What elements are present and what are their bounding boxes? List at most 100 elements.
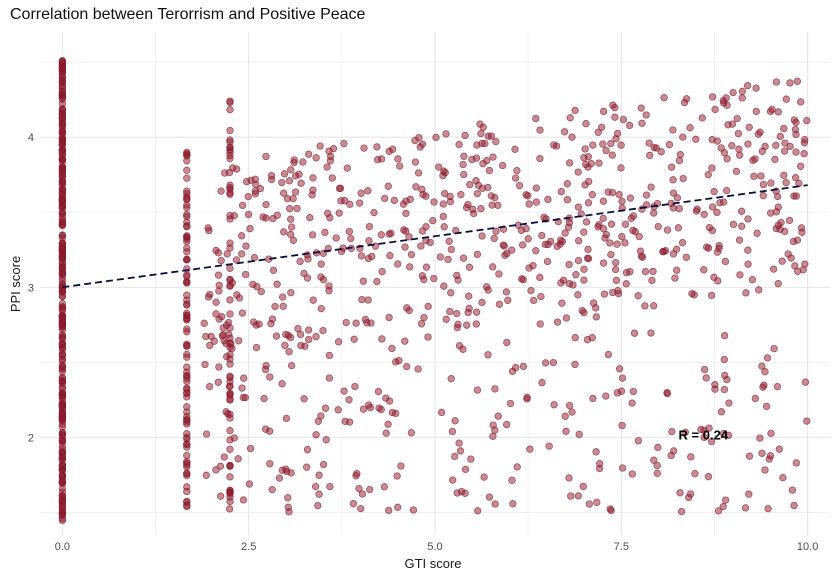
data-point	[690, 291, 698, 299]
data-point	[374, 387, 383, 396]
data-point	[518, 241, 527, 249]
data-point	[766, 452, 775, 460]
data-point	[365, 237, 373, 245]
data-point	[710, 187, 718, 196]
data-point	[629, 387, 637, 396]
data-point	[602, 146, 610, 155]
data-point	[357, 189, 365, 197]
data-point	[638, 119, 646, 127]
data-point	[417, 320, 426, 328]
y-axis-title: PPI score	[8, 256, 23, 312]
data-point	[334, 338, 343, 346]
data-point	[223, 353, 231, 361]
data-point	[628, 399, 636, 407]
data-point	[58, 73, 67, 81]
data-point	[600, 290, 609, 298]
data-point	[206, 341, 214, 350]
data-point	[563, 196, 572, 204]
data-point	[58, 252, 67, 260]
data-point	[58, 92, 67, 100]
data-point	[615, 365, 624, 373]
data-point	[220, 453, 228, 461]
data-point	[793, 77, 802, 85]
data-point	[565, 219, 574, 227]
x-tick-label: 2.5	[241, 541, 256, 553]
data-point	[641, 302, 649, 310]
data-point	[317, 260, 325, 268]
data-point	[455, 140, 463, 149]
data-point	[183, 300, 191, 308]
data-point	[744, 215, 752, 223]
data-point	[385, 313, 393, 322]
data-point	[245, 480, 254, 488]
data-point	[183, 189, 191, 198]
data-point	[584, 245, 592, 254]
data-point	[575, 237, 583, 245]
data-point	[707, 291, 716, 300]
data-point	[523, 393, 531, 402]
data-point	[58, 146, 67, 154]
data-point	[574, 291, 582, 299]
data-point	[384, 182, 392, 190]
data-point	[273, 280, 281, 288]
data-point	[424, 333, 432, 341]
data-point	[697, 425, 705, 434]
data-point	[386, 252, 394, 260]
data-point	[599, 107, 608, 116]
data-point	[584, 254, 593, 263]
data-point	[581, 181, 589, 189]
data-point	[704, 473, 713, 481]
data-point	[612, 258, 620, 267]
data-point	[183, 384, 191, 392]
data-point	[407, 250, 416, 259]
data-point	[634, 437, 643, 445]
data-point	[183, 443, 191, 451]
data-point	[334, 406, 342, 414]
data-point	[233, 165, 241, 173]
data-point	[291, 188, 300, 196]
data-point	[378, 335, 386, 343]
data-point	[358, 295, 366, 304]
data-point	[350, 335, 358, 343]
data-point	[565, 474, 573, 482]
data-point	[364, 296, 372, 304]
data-point	[565, 280, 574, 288]
data-point	[462, 203, 471, 212]
data-point	[473, 250, 482, 259]
data-point	[544, 195, 552, 204]
data-point	[744, 246, 752, 254]
data-point	[621, 239, 629, 247]
data-point	[257, 287, 265, 296]
data-point	[737, 207, 746, 215]
data-point	[285, 177, 294, 185]
data-point	[269, 214, 277, 223]
data-point	[439, 200, 447, 208]
data-point	[593, 498, 601, 507]
data-point	[323, 163, 331, 171]
data-point	[743, 82, 752, 90]
data-point	[58, 262, 67, 270]
data-point	[359, 277, 367, 285]
data-point	[738, 94, 746, 102]
data-point	[183, 152, 191, 160]
data-point	[608, 151, 616, 159]
data-point	[226, 126, 234, 135]
data-point	[242, 242, 250, 250]
data-point	[673, 266, 681, 274]
data-point	[58, 177, 67, 186]
data-point	[183, 232, 191, 240]
data-point	[708, 93, 717, 101]
data-point	[287, 361, 296, 370]
data-point	[669, 176, 677, 184]
data-point	[578, 307, 586, 315]
data-point	[226, 427, 234, 435]
data-point	[58, 244, 67, 253]
data-point	[402, 197, 410, 205]
data-point	[541, 240, 549, 249]
data-point	[183, 291, 191, 299]
data-point	[568, 133, 576, 141]
data-point	[232, 256, 241, 264]
data-point	[183, 278, 191, 286]
data-point	[745, 452, 754, 460]
data-point	[673, 194, 682, 202]
